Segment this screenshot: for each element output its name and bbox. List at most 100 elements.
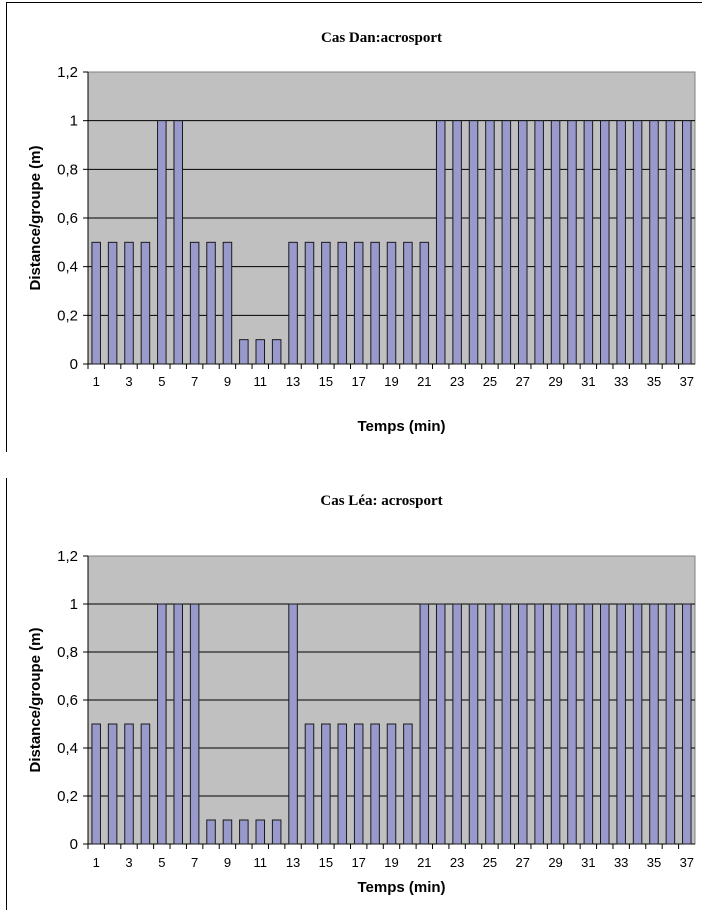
bar bbox=[665, 120, 676, 365]
x-tick-label: 15 bbox=[319, 374, 333, 389]
x-tick-label: 17 bbox=[351, 855, 365, 870]
bar bbox=[468, 120, 479, 365]
bar bbox=[550, 120, 561, 365]
y-tick-label: 1,2 bbox=[57, 64, 78, 81]
x-tick-label: 33 bbox=[614, 855, 628, 870]
y-tick-label: 0 bbox=[70, 356, 78, 373]
y-tick-label: 0 bbox=[70, 836, 78, 853]
y-tick-label: 1 bbox=[70, 113, 78, 130]
x-tick-label: 9 bbox=[224, 374, 231, 389]
y-tick-label: 0,8 bbox=[57, 161, 78, 178]
bar bbox=[222, 241, 233, 365]
x-tick-label: 3 bbox=[125, 374, 132, 389]
bar bbox=[632, 120, 643, 365]
x-tick-label: 23 bbox=[450, 374, 464, 389]
bar bbox=[419, 603, 430, 845]
bar bbox=[485, 120, 495, 365]
y-tick-label: 0,4 bbox=[57, 259, 78, 276]
bar bbox=[534, 120, 544, 365]
bar bbox=[386, 241, 397, 365]
bar bbox=[534, 603, 544, 845]
bar bbox=[255, 339, 266, 365]
bar bbox=[370, 723, 380, 845]
bar bbox=[386, 723, 397, 845]
bar bbox=[665, 603, 676, 845]
bar bbox=[567, 603, 577, 845]
bar bbox=[206, 819, 216, 845]
bar bbox=[403, 723, 413, 845]
bar bbox=[304, 241, 315, 365]
bar bbox=[91, 723, 101, 845]
bar bbox=[403, 241, 413, 365]
bar bbox=[435, 603, 446, 845]
panel-top-border bbox=[6, 2, 702, 3]
x-tick-label: 37 bbox=[680, 374, 694, 389]
y-tick-label: 0,8 bbox=[57, 644, 78, 661]
bar bbox=[452, 603, 462, 845]
bar bbox=[239, 339, 249, 365]
bar bbox=[91, 241, 101, 365]
bar bbox=[600, 120, 610, 365]
x-tick-label: 19 bbox=[384, 374, 398, 389]
bar bbox=[517, 120, 528, 365]
x-tick-label: 21 bbox=[417, 374, 431, 389]
bar bbox=[583, 120, 594, 365]
y-tick-label: 0,2 bbox=[57, 307, 78, 324]
chart-panel-dan: Cas Dan:acrosport 0 0,2 0,4 0,6 0,8 1 1,2 1 3 5 7 9 1… bbox=[0, 0, 702, 452]
chart-panel-lea: Cas Léa: acrosport 0 0,2 0,4 0,6 0,8 1 1,2 1 3 5 7 9… bbox=[0, 478, 702, 910]
y-axis-label: Distance/groupe (m) bbox=[27, 627, 44, 772]
bar bbox=[140, 723, 151, 845]
bar bbox=[157, 120, 167, 365]
x-axis-label: Temps (min) bbox=[357, 418, 445, 435]
bar bbox=[321, 241, 331, 365]
bar bbox=[468, 603, 479, 845]
x-tick-label: 11 bbox=[254, 855, 268, 870]
x-tick-label: 17 bbox=[351, 374, 365, 389]
x-tick-label: 29 bbox=[548, 855, 562, 870]
panel-left-border bbox=[6, 2, 7, 452]
x-tick-label: 21 bbox=[417, 855, 431, 870]
x-tick-label: 1 bbox=[93, 374, 100, 389]
bar bbox=[173, 603, 183, 845]
bar bbox=[173, 120, 183, 365]
x-tick-label: 35 bbox=[647, 855, 661, 870]
chart-title: Cas Dan:acrosport bbox=[321, 30, 442, 46]
x-tick-label: 5 bbox=[158, 855, 165, 870]
bar bbox=[157, 603, 167, 845]
bar bbox=[107, 723, 118, 845]
x-tick-label: 19 bbox=[384, 855, 398, 870]
bar bbox=[682, 120, 692, 365]
bar bbox=[632, 603, 643, 845]
bar bbox=[321, 723, 331, 845]
bar bbox=[304, 723, 315, 845]
x-axis-label: Temps (min) bbox=[357, 879, 445, 896]
chart-title: Cas Léa: acrosport bbox=[320, 493, 442, 509]
x-tick-label: 31 bbox=[581, 855, 595, 870]
y-tick-label: 0,2 bbox=[57, 788, 78, 805]
bar bbox=[124, 723, 134, 845]
bar bbox=[600, 603, 610, 845]
bar bbox=[649, 603, 659, 845]
x-tick-label: 35 bbox=[647, 374, 661, 389]
x-tick-label: 15 bbox=[319, 855, 333, 870]
bar bbox=[337, 241, 348, 365]
x-tick-label: 31 bbox=[581, 374, 595, 389]
x-tick-label: 37 bbox=[680, 855, 694, 870]
bar bbox=[107, 241, 118, 365]
bar bbox=[353, 241, 364, 365]
x-tick-label: 7 bbox=[191, 374, 198, 389]
x-tick-label: 25 bbox=[483, 855, 497, 870]
x-tick-label: 27 bbox=[516, 855, 530, 870]
bar bbox=[239, 819, 249, 845]
bar bbox=[567, 120, 577, 365]
bar bbox=[353, 723, 364, 845]
bar bbox=[419, 241, 430, 365]
x-tick-label: 13 bbox=[286, 374, 300, 389]
bar bbox=[222, 819, 233, 845]
x-tick-label: 23 bbox=[450, 855, 464, 870]
bar bbox=[337, 723, 348, 845]
y-tick-label: 1 bbox=[70, 596, 78, 613]
bar bbox=[189, 241, 200, 365]
bar bbox=[485, 603, 495, 845]
